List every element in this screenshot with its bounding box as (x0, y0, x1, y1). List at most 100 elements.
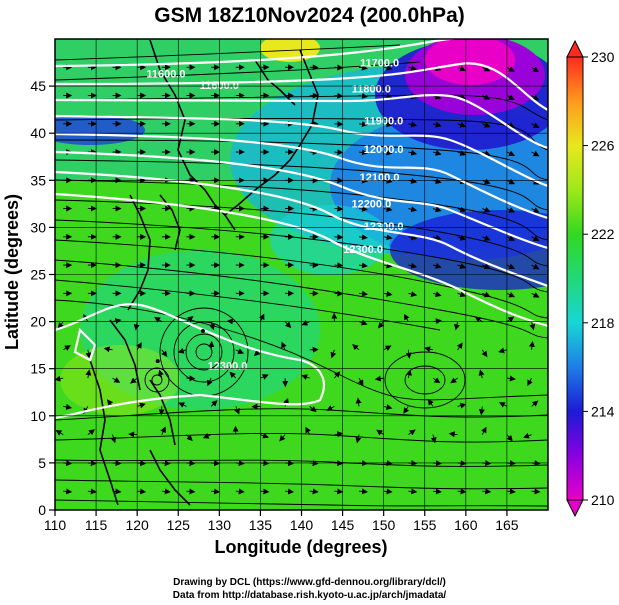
wind-arrow (110, 434, 117, 444)
wind-arrow (481, 426, 487, 435)
wind-arrow (506, 207, 516, 213)
wind-arrow (301, 320, 310, 326)
wind-arrow (260, 432, 269, 439)
wind-arrow (405, 349, 412, 359)
wind-arrow (235, 348, 244, 354)
colorbar-tick-label: 226 (591, 138, 615, 154)
wind-arrow (383, 345, 392, 352)
wind-arrow (358, 92, 368, 99)
wind-arrow (432, 178, 442, 185)
wind-arrow (177, 347, 187, 354)
contour-label: 12100.0 (360, 172, 400, 184)
wind-arrow (281, 341, 287, 351)
wind-arrow (430, 434, 437, 444)
wind-arrow (406, 369, 412, 379)
wind-arrow (103, 346, 113, 353)
wind-arrow (211, 488, 221, 495)
wind-arrow (403, 406, 410, 414)
wind-arrow (457, 206, 467, 213)
coastlines (89, 39, 319, 506)
contour-label: 12300.0 (208, 361, 248, 373)
wind-arrow (207, 377, 213, 387)
wind-arrow (506, 235, 516, 241)
wind-arrow (450, 377, 458, 384)
wind-arrow (482, 235, 491, 241)
colorbar-tick-label: 210 (591, 492, 615, 508)
x-tick-label: 145 (331, 517, 355, 533)
wind-arrow (482, 94, 491, 100)
wind-arrow (62, 345, 71, 351)
circulation-typhoon-east (200, 329, 205, 334)
wind-arrow (229, 371, 237, 379)
wind-arrow (357, 377, 364, 386)
y-tick-label: 35 (30, 172, 46, 188)
wind-arrow (285, 488, 295, 495)
wind-arrow (383, 404, 393, 410)
wind-arrow (383, 121, 393, 128)
wind-arrow (202, 433, 212, 439)
contour-label: 12300.0 (343, 244, 383, 256)
wind-arrow (334, 234, 344, 241)
x-tick-label: 110 (44, 517, 67, 533)
wind-arrow (376, 429, 384, 436)
wind-arrow (531, 179, 540, 185)
temperature-field (55, 39, 548, 510)
wind-arrow (334, 431, 344, 438)
wind-arrow (334, 205, 344, 212)
wind-arrow (531, 122, 540, 129)
wind-arrow (456, 342, 463, 351)
wind-arrow (408, 121, 418, 128)
wind-arrow (334, 290, 344, 297)
wind-arrow (529, 321, 536, 331)
wind-arrow (235, 488, 245, 495)
wind-arrow (506, 316, 515, 323)
wind-arrow (210, 400, 218, 407)
wind-arrow (130, 377, 138, 384)
wind-arrow (482, 291, 491, 298)
y-tick-label: 30 (30, 219, 46, 235)
wind-arrow (63, 403, 73, 410)
wind-arrow (358, 262, 368, 269)
wind-arrow (506, 94, 515, 101)
wind-arrow (186, 488, 196, 495)
wind-arrow (334, 120, 344, 127)
wind-arrow (481, 349, 488, 358)
x-tick-label: 135 (249, 517, 273, 533)
y-tick-label: 5 (38, 455, 46, 471)
colorbar-tick-label: 230 (591, 49, 615, 65)
wind-arrow (234, 406, 240, 415)
wind-arrow (457, 150, 467, 156)
colorbar-tick-label: 218 (591, 315, 615, 331)
wind-arrow (186, 434, 193, 442)
wind-arrow (408, 206, 418, 213)
wind-arrow (136, 342, 142, 351)
wind-arrow (377, 321, 385, 329)
x-axis-label: Longitude (degrees) (214, 537, 387, 557)
wind-arrow (358, 64, 368, 71)
credit-drawing: Drawing by DCL (https://www.gfd-dennou.o… (173, 577, 446, 588)
wind-arrow (478, 406, 485, 416)
wind-arrow (186, 375, 196, 382)
colorbar-tick-label: 222 (591, 226, 615, 242)
y-tick-label: 25 (30, 267, 46, 283)
wind-arrow (457, 234, 467, 241)
wind-arrow (408, 149, 418, 156)
wind-arrow (161, 349, 168, 357)
wind-arrow (506, 375, 516, 382)
wind-arrow (383, 93, 393, 100)
wind-arrow (383, 206, 393, 213)
wind-arrow (55, 430, 64, 436)
wind-arrow (482, 488, 492, 495)
wind-arrow (158, 406, 165, 416)
x-tick-label: 140 (290, 517, 314, 533)
y-tick-label: 0 (38, 502, 46, 518)
contour-label: 12200.0 (351, 199, 391, 211)
y-tick-label: 15 (30, 361, 46, 377)
wind-arrow (482, 178, 491, 185)
wind-arrow (478, 369, 485, 379)
wind-arrow (334, 262, 344, 269)
wind-arrow (408, 262, 418, 269)
wind-arrow (326, 405, 335, 411)
wind-arrow (284, 321, 292, 329)
wind-arrow (258, 313, 265, 322)
